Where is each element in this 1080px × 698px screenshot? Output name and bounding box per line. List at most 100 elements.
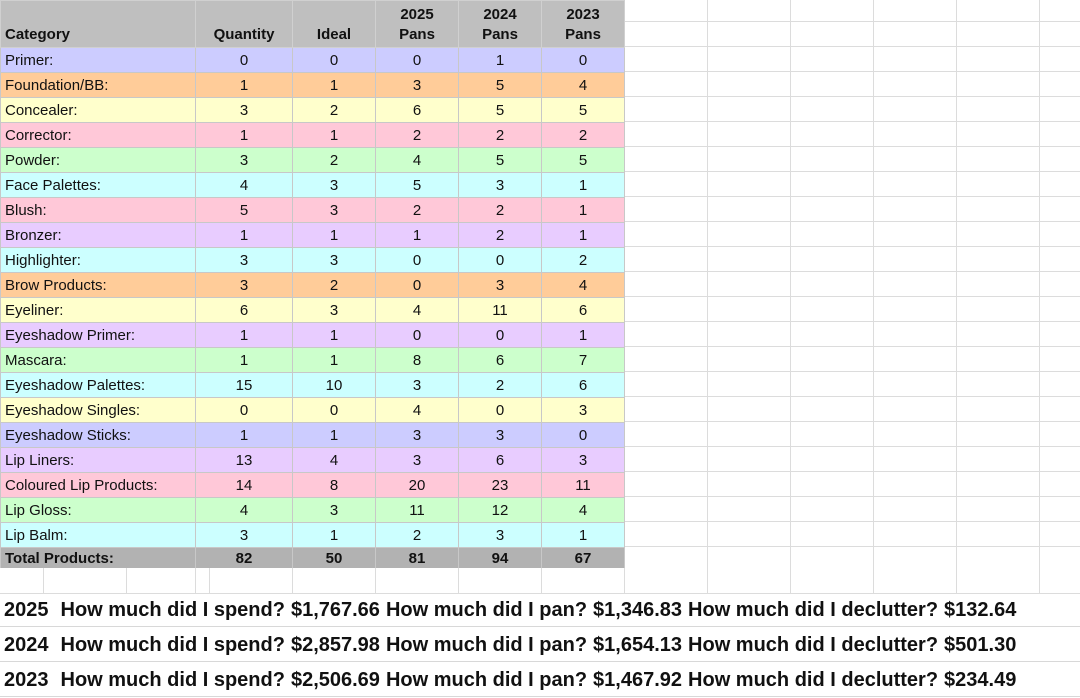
cell-ideal[interactable]: 1 [292, 72, 376, 98]
cell-ideal[interactable]: 10 [292, 372, 376, 398]
total-category[interactable]: Total Products: [0, 547, 196, 570]
total-p2024[interactable]: 94 [458, 547, 542, 570]
cell-p2024[interactable]: 6 [458, 347, 542, 373]
cell-quantity[interactable]: 14 [195, 472, 293, 498]
cell-ideal[interactable]: 1 [292, 347, 376, 373]
cell-p2025[interactable]: 4 [375, 297, 459, 323]
cell-p2023[interactable]: 7 [541, 347, 625, 373]
cell-category[interactable]: Bronzer: [0, 222, 196, 248]
cell-ideal[interactable]: 3 [292, 172, 376, 198]
cell-category[interactable]: Eyeshadow Palettes: [0, 372, 196, 398]
cell-p2025[interactable]: 4 [375, 397, 459, 423]
cell-p2024[interactable]: 2 [458, 122, 542, 148]
cell-ideal[interactable]: 1 [292, 422, 376, 448]
cell-quantity[interactable]: 0 [195, 47, 293, 73]
cell-p2025[interactable]: 0 [375, 272, 459, 298]
cell-p2024[interactable]: 12 [458, 497, 542, 523]
cell-p2025[interactable]: 5 [375, 172, 459, 198]
cell-ideal[interactable]: 2 [292, 272, 376, 298]
cell-p2024[interactable]: 0 [458, 322, 542, 348]
cell-ideal[interactable]: 1 [292, 222, 376, 248]
header-ideal[interactable]: Ideal [292, 0, 376, 48]
cell-quantity[interactable]: 6 [195, 297, 293, 323]
cell-ideal[interactable]: 3 [292, 247, 376, 273]
total-quantity[interactable]: 82 [195, 547, 293, 570]
cell-quantity[interactable]: 1 [195, 222, 293, 248]
cell-p2025[interactable]: 4 [375, 147, 459, 173]
cell-quantity[interactable]: 4 [195, 172, 293, 198]
cell-category[interactable]: Brow Products: [0, 272, 196, 298]
cell-quantity[interactable]: 1 [195, 322, 293, 348]
cell-category[interactable]: Corrector: [0, 122, 196, 148]
cell-category[interactable]: Concealer: [0, 97, 196, 123]
total-ideal[interactable]: 50 [292, 547, 376, 570]
cell-quantity[interactable]: 3 [195, 147, 293, 173]
cell-quantity[interactable]: 5 [195, 197, 293, 223]
cell-category[interactable]: Primer: [0, 47, 196, 73]
cell-category[interactable]: Blush: [0, 197, 196, 223]
summary-row-2025[interactable]: 2025 How much did I spend? $1,767.66 How mu… [0, 593, 1080, 627]
cell-p2023[interactable]: 1 [541, 222, 625, 248]
cell-p2024[interactable]: 3 [458, 272, 542, 298]
cell-category[interactable]: Eyeshadow Primer: [0, 322, 196, 348]
cell-ideal[interactable]: 2 [292, 97, 376, 123]
cell-p2024[interactable]: 6 [458, 447, 542, 473]
cell-p2024[interactable]: 2 [458, 222, 542, 248]
cell-p2025[interactable]: 20 [375, 472, 459, 498]
cell-p2023[interactable]: 4 [541, 497, 625, 523]
cell-ideal[interactable]: 3 [292, 297, 376, 323]
cell-p2025[interactable]: 0 [375, 322, 459, 348]
cell-ideal[interactable]: 1 [292, 122, 376, 148]
cell-ideal[interactable]: 1 [292, 322, 376, 348]
cell-p2025[interactable]: 2 [375, 522, 459, 548]
cell-ideal[interactable]: 2 [292, 147, 376, 173]
cell-category[interactable]: Lip Liners: [0, 447, 196, 473]
cell-quantity[interactable]: 3 [195, 522, 293, 548]
cell-p2023[interactable]: 0 [541, 47, 625, 73]
cell-category[interactable]: Eyeliner: [0, 297, 196, 323]
cell-category[interactable]: Lip Gloss: [0, 497, 196, 523]
cell-p2023[interactable]: 2 [541, 122, 625, 148]
cell-p2023[interactable]: 0 [541, 422, 625, 448]
cell-p2025[interactable]: 3 [375, 447, 459, 473]
cell-p2023[interactable]: 6 [541, 297, 625, 323]
header-2023-pans[interactable]: 2023 Pans [541, 0, 625, 48]
cell-p2023[interactable]: 5 [541, 147, 625, 173]
cell-ideal[interactable]: 3 [292, 197, 376, 223]
header-category[interactable]: Category [0, 0, 196, 48]
cell-quantity[interactable]: 3 [195, 97, 293, 123]
cell-p2024[interactable]: 5 [458, 97, 542, 123]
cell-p2024[interactable]: 2 [458, 197, 542, 223]
cell-p2024[interactable]: 2 [458, 372, 542, 398]
cell-p2025[interactable]: 0 [375, 247, 459, 273]
cell-p2023[interactable]: 1 [541, 172, 625, 198]
cell-p2025[interactable]: 1 [375, 222, 459, 248]
cell-ideal[interactable]: 0 [292, 397, 376, 423]
cell-p2025[interactable]: 3 [375, 422, 459, 448]
cell-quantity[interactable]: 1 [195, 122, 293, 148]
cell-p2024[interactable]: 3 [458, 172, 542, 198]
cell-quantity[interactable]: 0 [195, 397, 293, 423]
cell-p2024[interactable]: 3 [458, 422, 542, 448]
cell-category[interactable]: Coloured Lip Products: [0, 472, 196, 498]
summary-row-2024[interactable]: 2024 How much did I spend? $2,857.98 How mu… [0, 628, 1080, 662]
cell-category[interactable]: Highlighter: [0, 247, 196, 273]
cell-p2023[interactable]: 11 [541, 472, 625, 498]
cell-p2025[interactable]: 2 [375, 122, 459, 148]
cell-p2025[interactable]: 8 [375, 347, 459, 373]
cell-p2023[interactable]: 5 [541, 97, 625, 123]
cell-p2024[interactable]: 3 [458, 522, 542, 548]
cell-quantity[interactable]: 1 [195, 347, 293, 373]
cell-p2023[interactable]: 3 [541, 397, 625, 423]
cell-quantity[interactable]: 13 [195, 447, 293, 473]
cell-p2024[interactable]: 5 [458, 72, 542, 98]
cell-p2024[interactable]: 0 [458, 247, 542, 273]
cell-ideal[interactable]: 0 [292, 47, 376, 73]
cell-category[interactable]: Eyeshadow Singles: [0, 397, 196, 423]
cell-p2023[interactable]: 4 [541, 272, 625, 298]
cell-p2024[interactable]: 11 [458, 297, 542, 323]
cell-quantity[interactable]: 15 [195, 372, 293, 398]
summary-row-2023[interactable]: 2023 How much did I spend? $2,506.69 How mu… [0, 663, 1080, 697]
cell-ideal[interactable]: 4 [292, 447, 376, 473]
cell-p2023[interactable]: 6 [541, 372, 625, 398]
